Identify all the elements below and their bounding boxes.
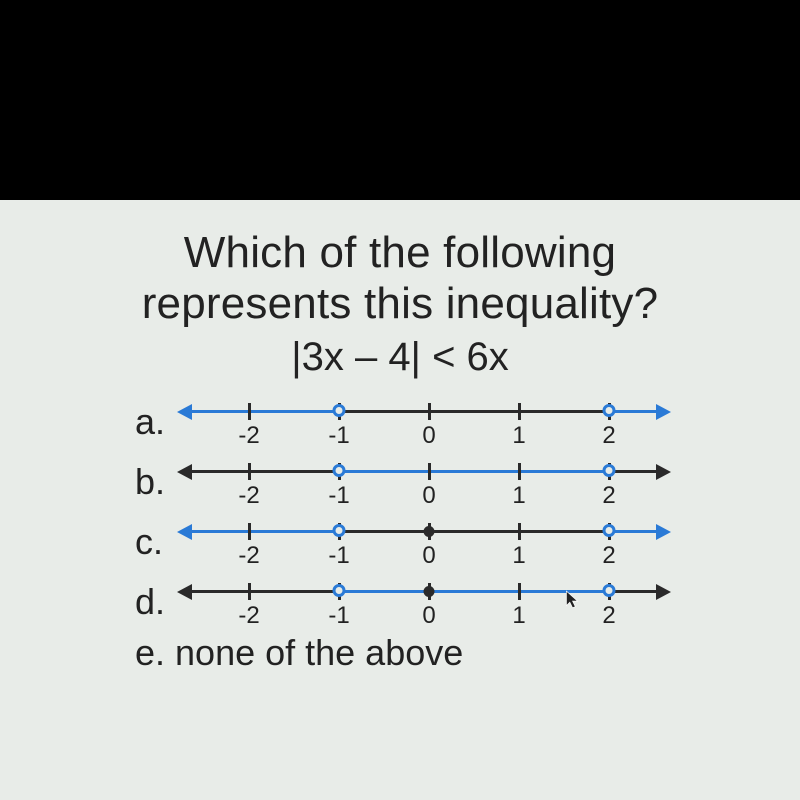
tick-mark [428, 403, 431, 420]
tick-mark [248, 463, 251, 480]
tick-mark [518, 583, 521, 600]
option-e[interactable]: e. none of the above [0, 632, 800, 674]
question-text: Which of the following represents this i… [18, 228, 782, 329]
tick-mark [428, 463, 431, 480]
tick-mark [518, 523, 521, 540]
tick-label: 0 [422, 422, 435, 450]
tick-label: -2 [238, 542, 259, 570]
tick-label: 0 [422, 482, 435, 510]
axis-segment [609, 530, 657, 533]
axis-segment [191, 410, 339, 413]
axis-segment [609, 470, 657, 473]
option-e-label: e. none of the above [135, 632, 463, 673]
question-line1: Which of the following [184, 228, 616, 277]
number-line: -2 -1 0 1 2 [179, 452, 669, 512]
tick-label: 2 [602, 602, 615, 630]
tick-label: 2 [602, 482, 615, 510]
tick-label: 0 [422, 602, 435, 630]
arrow-left-icon [177, 524, 192, 540]
question-line2: represents this inequality? [142, 279, 659, 328]
axis-segment [339, 530, 609, 533]
tick-label: 0 [422, 542, 435, 570]
tick-label: -1 [328, 602, 349, 630]
open-circle-icon [333, 524, 346, 537]
tick-mark [248, 403, 251, 420]
letterbox-top [0, 0, 800, 200]
axis-segment [339, 590, 609, 593]
tick-label: -2 [238, 422, 259, 450]
tick-label: -2 [238, 602, 259, 630]
tick-label: 1 [512, 422, 525, 450]
open-circle-icon [603, 584, 616, 597]
arrow-right-icon [656, 404, 671, 420]
option-b[interactable]: b. -2 -1 0 1 2 [0, 452, 800, 512]
axis-segment [339, 470, 609, 473]
options-container: a. -2 -1 0 1 2 b. -2 -1 0 1 2 c. -2 -1 0 1 2 d. -2 -1 0 1 2 [0, 392, 800, 632]
tick-label: 1 [512, 542, 525, 570]
axis-segment [609, 590, 657, 593]
open-circle-icon [333, 584, 346, 597]
tick-label: 1 [512, 482, 525, 510]
tick-label: -1 [328, 422, 349, 450]
tick-label: 1 [512, 602, 525, 630]
tick-mark [518, 463, 521, 480]
option-label: b. [135, 461, 179, 503]
option-label: a. [135, 401, 179, 443]
open-circle-icon [333, 404, 346, 417]
option-c[interactable]: c. -2 -1 0 1 2 [0, 512, 800, 572]
tick-label: 2 [602, 422, 615, 450]
number-line: -2 -1 0 1 2 [179, 512, 669, 572]
closed-circle-icon [424, 586, 435, 597]
option-label: c. [135, 521, 179, 563]
tick-label: -1 [328, 482, 349, 510]
option-d[interactable]: d. -2 -1 0 1 2 [0, 572, 800, 632]
open-circle-icon [603, 464, 616, 477]
tick-mark [248, 523, 251, 540]
arrow-right-icon [656, 524, 671, 540]
number-line: -2 -1 0 1 2 [179, 392, 669, 452]
axis-segment [339, 410, 609, 413]
number-line: -2 -1 0 1 2 [179, 572, 669, 632]
open-circle-icon [603, 524, 616, 537]
option-label: d. [135, 581, 179, 623]
tick-label: -2 [238, 482, 259, 510]
axis-segment [191, 590, 339, 593]
question-screen: Which of the following represents this i… [0, 200, 800, 800]
arrow-left-icon [177, 584, 192, 600]
open-circle-icon [333, 464, 346, 477]
tick-mark [518, 403, 521, 420]
tick-label: 2 [602, 542, 615, 570]
tick-label: -1 [328, 542, 349, 570]
closed-circle-icon [424, 526, 435, 537]
arrow-left-icon [177, 404, 192, 420]
open-circle-icon [603, 404, 616, 417]
option-a[interactable]: a. -2 -1 0 1 2 [0, 392, 800, 452]
arrow-left-icon [177, 464, 192, 480]
axis-segment [191, 470, 339, 473]
arrow-right-icon [656, 584, 671, 600]
inequality-formula: |3x – 4| < 6x [0, 335, 800, 380]
axis-segment [191, 530, 339, 533]
tick-mark [248, 583, 251, 600]
axis-segment [609, 410, 657, 413]
arrow-right-icon [656, 464, 671, 480]
